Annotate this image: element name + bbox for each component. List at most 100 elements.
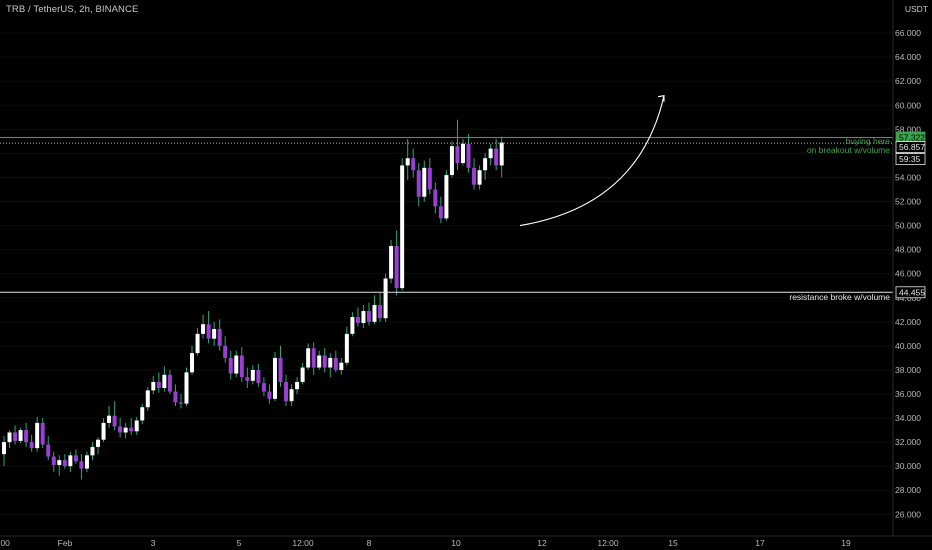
candle-body (167, 374, 172, 392)
note-breakout-volume: on breakout w/volume (807, 145, 890, 155)
candle-body (206, 324, 211, 339)
candle-body (96, 439, 101, 447)
x-tick-label: 12 (537, 538, 547, 548)
y-tick-label: 34.000 (895, 413, 921, 423)
candle-body (29, 442, 34, 449)
candle-body (2, 442, 6, 455)
candle-body (494, 148, 499, 166)
y-tick-label: 38.000 (895, 365, 921, 375)
candle-body (145, 390, 150, 408)
candle-body (449, 146, 454, 176)
y-tick-label: 30.000 (895, 461, 921, 471)
price-gridlines (0, 32, 893, 515)
candle-body (46, 444, 51, 457)
candle-body (24, 430, 29, 443)
candle-body (289, 389, 294, 402)
candle-body (483, 158, 488, 171)
x-tick-label: 12:00 (292, 538, 314, 548)
candle-body (317, 355, 322, 368)
x-tick-label: 8 (367, 538, 372, 548)
candle-body (7, 432, 12, 443)
y-tick-label: 26.000 (895, 509, 921, 519)
candle-body (79, 461, 84, 469)
y-tick-label: 42.000 (895, 317, 921, 327)
candle-body (405, 158, 410, 166)
candle-body (433, 189, 438, 207)
candle-body (278, 357, 283, 382)
candle-body (212, 329, 217, 339)
y-tick-label: 50.000 (895, 221, 921, 231)
y-tick-label: 64.000 (895, 52, 921, 62)
x-tick-label: :00 (0, 538, 10, 548)
y-tick-label: 58.000 (895, 124, 921, 134)
candle-body (68, 455, 73, 467)
x-tick-label: 12:00 (597, 538, 619, 548)
y-tick-label: 62.000 (895, 76, 921, 86)
note-resistance-broke: resistance broke w/volume (789, 292, 890, 302)
y-tick-label: 66.000 (895, 28, 921, 38)
y-tick-label: 48.000 (895, 245, 921, 255)
y-tick-label: 60.000 (895, 100, 921, 110)
candle-body (62, 460, 67, 467)
candle-body (366, 310, 371, 322)
note-buying-here: buying here (846, 136, 891, 146)
symbol-title: TRB / TetherUS, 2h, BINANCE (6, 4, 139, 15)
price-label-resistance: 44.455 (899, 287, 925, 297)
candle-body (228, 357, 233, 374)
candle-body (444, 175, 449, 219)
y-tick-label: 28.000 (895, 485, 921, 495)
candle-body (328, 357, 333, 368)
candle-body (101, 422, 106, 440)
x-tick-label: 5 (237, 538, 242, 548)
candle-body (355, 317, 360, 324)
y-tick-label: 40.000 (895, 341, 921, 351)
candle-body (311, 348, 316, 368)
candle-body (217, 329, 222, 346)
candle-body (499, 142, 504, 166)
candle-body (339, 362, 344, 370)
candle-body (129, 427, 134, 432)
projection-curve (519, 95, 665, 227)
candle-body (57, 460, 62, 465)
y-tick-label: 54.000 (895, 172, 921, 182)
candle-body (178, 402, 183, 404)
candle-body (51, 456, 56, 465)
x-tick-label: 3 (151, 538, 156, 548)
candle-body (438, 206, 443, 219)
x-tick-label: 15 (668, 538, 678, 548)
candle-body (35, 422, 40, 449)
candle-body (306, 348, 311, 368)
candle-body (18, 430, 23, 441)
candle-body (195, 333, 200, 354)
candle-body (422, 167, 427, 197)
candle-body (300, 367, 305, 382)
countdown-label-box (895, 153, 926, 165)
y-tick-label: 36.000 (895, 389, 921, 399)
candle-body (400, 165, 405, 289)
candle-body (389, 246, 394, 279)
candle-body (73, 455, 78, 462)
candle-body (378, 304, 383, 319)
candle-body (344, 333, 349, 363)
candle-body (488, 148, 493, 159)
candle-body (295, 381, 300, 390)
candle-body (234, 355, 239, 374)
candle-body (261, 383, 266, 392)
horizontal-levels (0, 136, 893, 293)
candle-body (112, 415, 117, 427)
candle-body (350, 317, 355, 334)
candle-body (416, 170, 421, 197)
candle-body (90, 446, 95, 456)
candle-body (472, 167, 477, 185)
candle-body (284, 381, 289, 402)
candle-body (427, 167, 432, 190)
x-tick-label: 19 (841, 538, 851, 548)
price-label-resistance-box (895, 286, 926, 299)
price-label-upper: 57.322 (899, 132, 925, 142)
candle-body (256, 369, 261, 384)
candle-body (477, 170, 482, 185)
candle-body (383, 278, 388, 319)
candle-body (394, 246, 399, 289)
projection-arrowhead-icon (657, 95, 665, 102)
